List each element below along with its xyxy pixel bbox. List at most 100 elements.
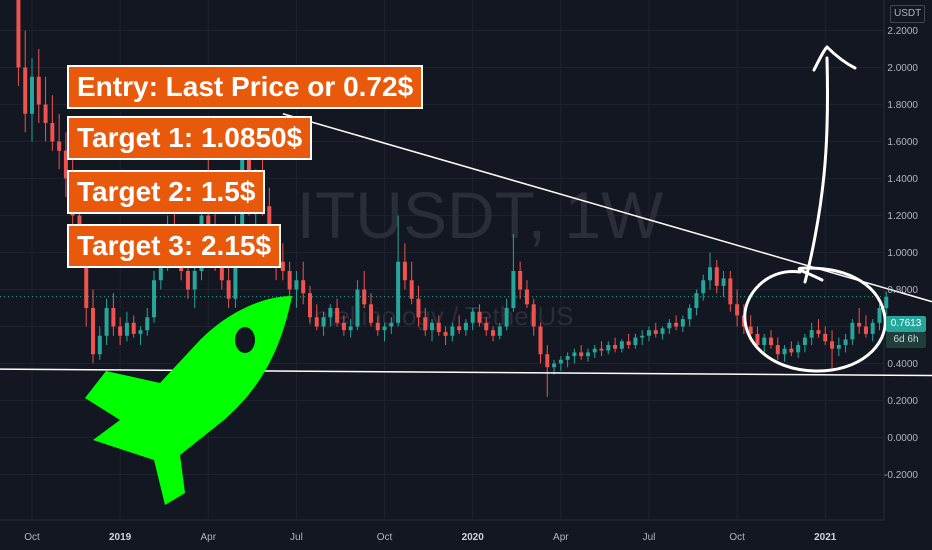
y-tick-label: -0.2000 — [884, 470, 918, 481]
candle — [457, 315, 462, 334]
x-tick-label: Apr — [553, 532, 569, 543]
candle-body — [402, 261, 407, 281]
candle — [484, 317, 489, 336]
trendline-horizontal-support[interactable] — [0, 368, 932, 377]
candle — [355, 280, 360, 331]
entry-label: Entry: Last Price or 0.72$ — [67, 65, 424, 109]
candle — [23, 30, 28, 133]
candle-body — [714, 267, 719, 286]
candle — [409, 261, 414, 305]
candle-body — [762, 337, 767, 345]
candle-body — [50, 123, 55, 142]
candle — [450, 322, 455, 342]
candle-body — [423, 317, 428, 331]
candle-body — [579, 352, 584, 357]
candle-body — [97, 335, 102, 355]
candle-body — [36, 76, 41, 105]
trendline-descending-resistance[interactable] — [282, 113, 932, 340]
candle — [789, 341, 794, 357]
candle-body — [728, 278, 733, 305]
price-axis[interactable]: 2.40002.20002.00001.80001.60001.40001.20… — [884, 0, 918, 481]
candle-body — [355, 289, 360, 327]
candle-body — [857, 322, 862, 327]
candle — [782, 345, 787, 362]
candle — [341, 315, 346, 336]
candle-body — [660, 328, 665, 334]
x-tick-label: 2019 — [109, 532, 132, 543]
candle — [294, 271, 299, 308]
candle — [775, 337, 780, 360]
candle — [518, 261, 523, 299]
y-tick-label: 0.4000 — [887, 359, 918, 370]
candle-body — [104, 308, 109, 336]
y-tick-label: 1.2000 — [887, 211, 918, 222]
x-tick-label: Oct — [377, 532, 393, 543]
candle — [511, 234, 516, 312]
candle-body — [301, 280, 306, 294]
candle — [836, 337, 841, 357]
candle — [436, 315, 441, 336]
candle-body — [491, 330, 496, 336]
candle-body — [592, 348, 597, 353]
candle — [131, 315, 136, 338]
candle-body — [23, 67, 28, 114]
candle — [348, 319, 353, 338]
candle-body — [470, 311, 475, 323]
candle — [579, 345, 584, 360]
y-tick-label: 1.0000 — [887, 248, 918, 259]
candle-body — [518, 271, 523, 290]
time-axis[interactable]: Oct 2019 Apr Jul Oct 2020 Apr Jul Oct 2021 — [24, 532, 837, 543]
candle — [470, 308, 475, 331]
candle — [152, 271, 157, 323]
candle — [314, 304, 319, 331]
candle-body — [348, 326, 353, 331]
candle-body — [43, 104, 48, 123]
candle-body — [789, 348, 794, 353]
candle-body — [341, 322, 346, 331]
candle — [16, 0, 21, 86]
candle — [226, 261, 231, 308]
candle-body — [545, 354, 550, 368]
candle-body — [450, 326, 455, 336]
candle — [375, 315, 380, 336]
candle-body — [775, 345, 780, 355]
hand-drawn-arrow — [803, 56, 830, 284]
candle-body — [294, 280, 299, 290]
x-tick-label: 2021 — [814, 532, 837, 543]
candle — [280, 243, 285, 281]
candle — [192, 261, 197, 308]
candle-body — [816, 330, 821, 334]
candle-body — [755, 333, 760, 345]
candle-body — [124, 322, 129, 336]
candle — [802, 333, 807, 353]
x-tick-label: Apr — [200, 532, 216, 543]
candle — [477, 304, 482, 327]
rocket-window-icon — [235, 327, 255, 353]
candle — [592, 345, 597, 358]
candle-body — [572, 352, 577, 357]
candle-body — [524, 289, 529, 305]
candle-body — [613, 345, 618, 349]
candle-body — [633, 337, 638, 345]
candle — [335, 298, 340, 327]
candle-body — [687, 308, 692, 320]
candle — [735, 289, 740, 327]
candle — [863, 315, 868, 338]
candle — [857, 308, 862, 334]
y-tick-label: 1.8000 — [887, 100, 918, 111]
y-tick-label: 0.2000 — [887, 396, 918, 407]
candle — [287, 261, 292, 299]
candle-body — [131, 322, 136, 334]
candle-body — [680, 319, 685, 327]
candle — [667, 319, 672, 334]
candle — [97, 326, 102, 360]
candle — [491, 326, 496, 342]
candle-body — [484, 322, 489, 331]
currency-badge[interactable]: USDT — [890, 5, 926, 23]
candle — [809, 322, 814, 345]
candle-body — [416, 298, 421, 318]
candle-body — [84, 252, 89, 308]
candle — [626, 333, 631, 349]
candle-body — [91, 308, 96, 355]
